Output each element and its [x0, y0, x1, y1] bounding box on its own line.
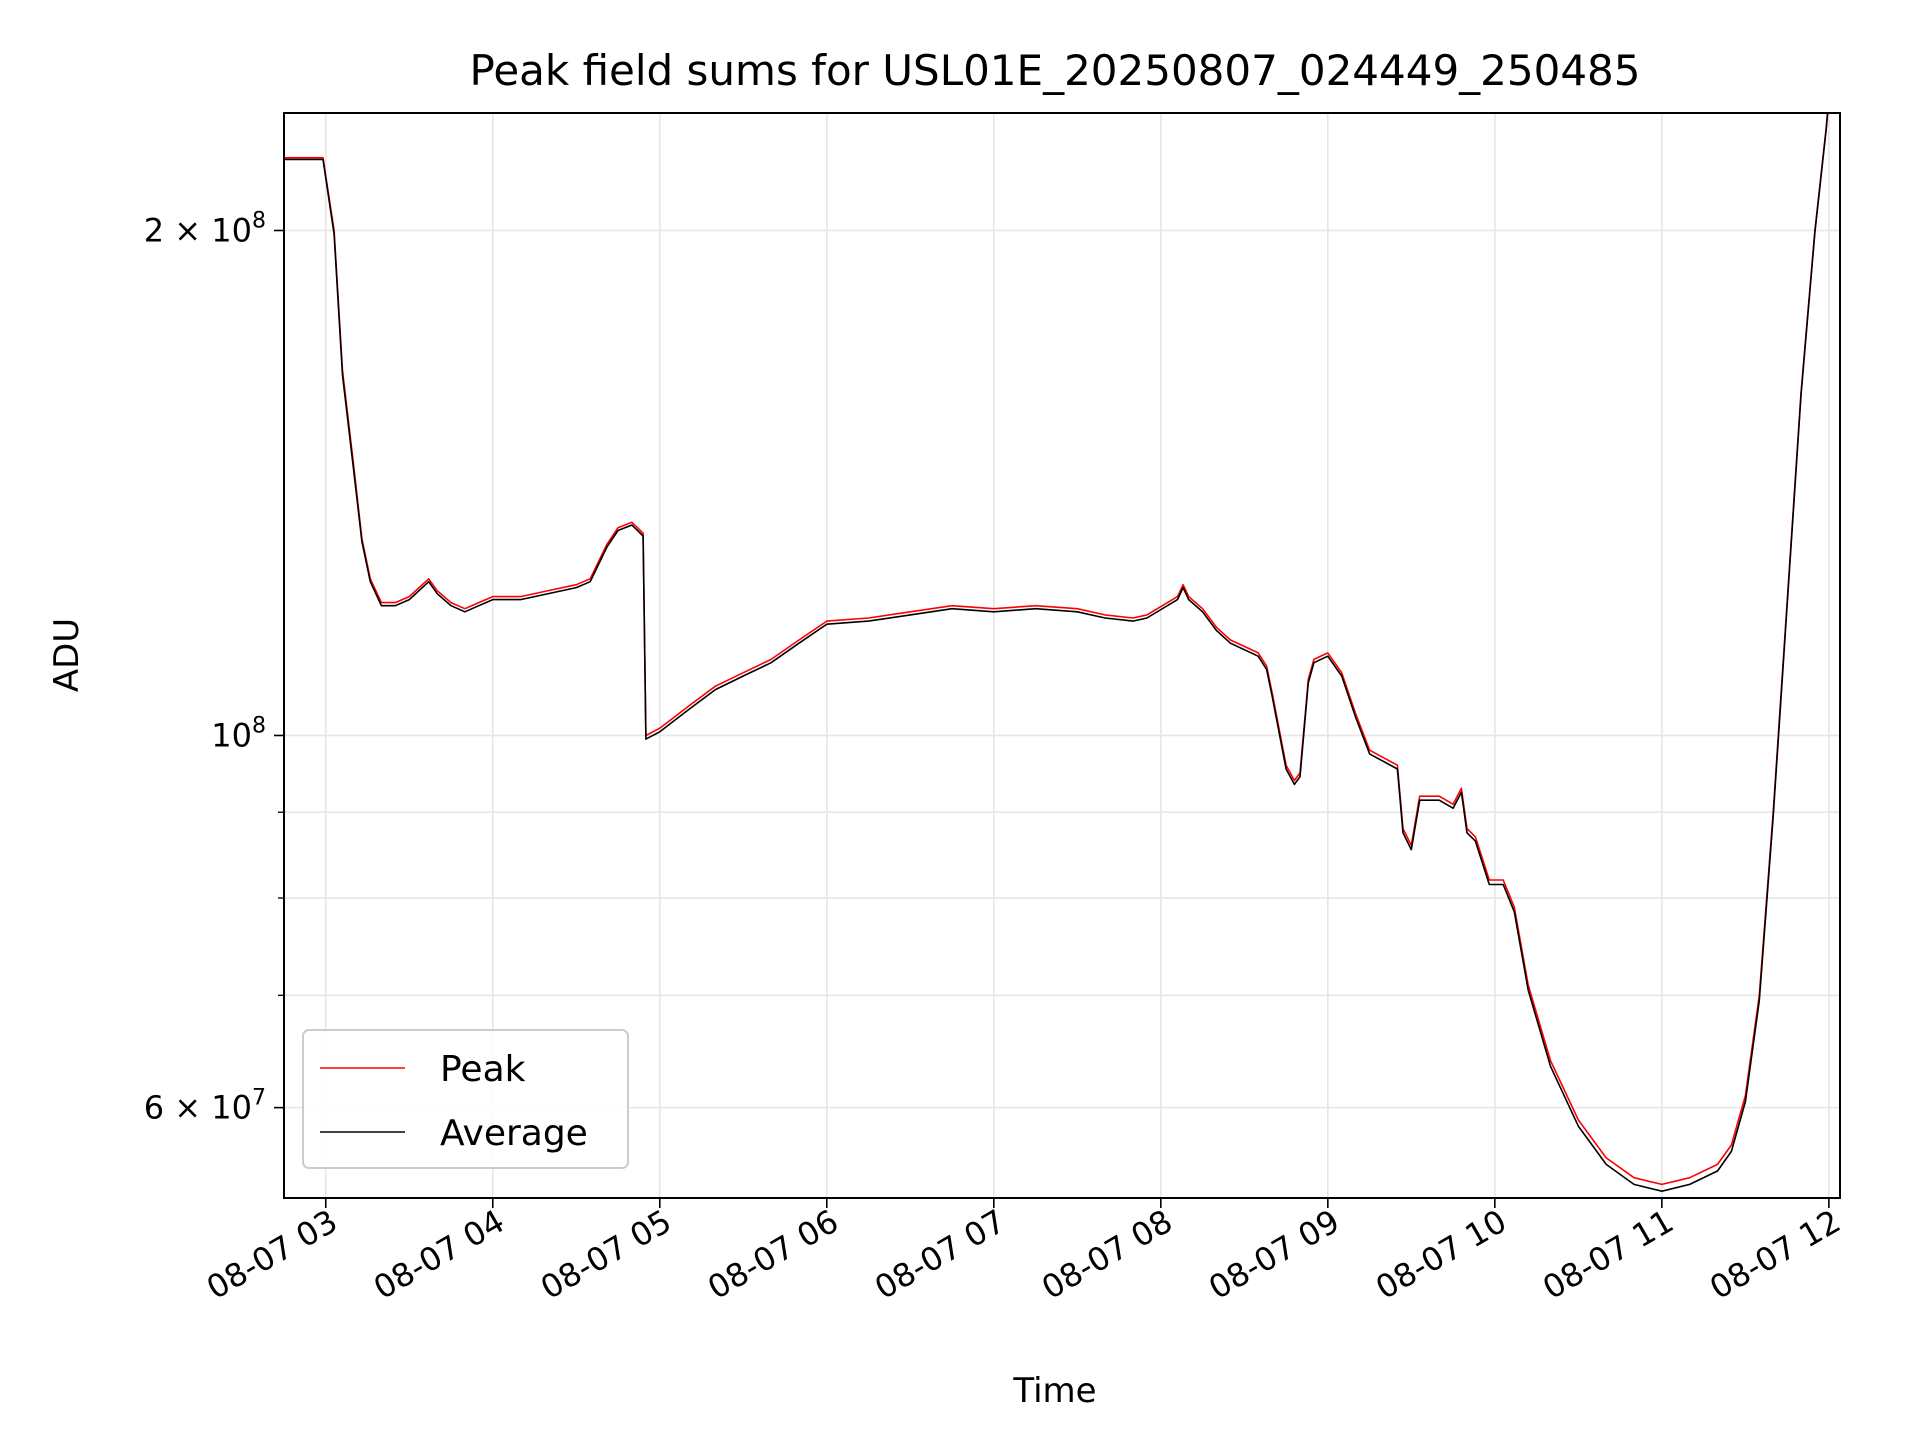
legend-label-peak: Peak [440, 1049, 526, 1090]
y-tick-base: 6 × 10 [144, 1089, 252, 1127]
series-line-peak [284, 113, 1829, 1186]
x-axis-label: Time [1012, 1371, 1096, 1411]
y-tick-label: 2 × 108 [144, 208, 266, 249]
x-tick-label: 08-07 03 [200, 1202, 344, 1307]
x-tick-label: 08-07 04 [367, 1202, 511, 1307]
x-axis: 08-07 03 08-07 04 08-07 05 08-07 06 08-07 07… [200, 1198, 1847, 1307]
y-tick-base: 2 × 10 [144, 211, 252, 249]
x-tick-label: 08-07 07 [868, 1202, 1012, 1307]
legend-label-average: Average [440, 1113, 588, 1154]
x-tick-label: 08-07 06 [701, 1202, 845, 1307]
series-line-average [284, 113, 1829, 1192]
x-tick-label: 08-07 09 [1202, 1202, 1346, 1307]
x-tick-label: 08-07 08 [1035, 1202, 1179, 1307]
plot-frame [283, 112, 1841, 1199]
y-axis-label: ADU [47, 618, 87, 692]
x-tick-label: 08-07 05 [534, 1202, 678, 1307]
x-tick-label: 08-07 11 [1536, 1202, 1680, 1307]
y-tick-exponent: 8 [252, 208, 266, 233]
y-tick-exponent: 7 [252, 1086, 266, 1111]
legend-box [302, 1029, 629, 1169]
y-tick-label: 108 [211, 713, 266, 754]
legend: Peak Average [302, 1029, 629, 1169]
y-tick-base: 10 [211, 716, 252, 754]
chart-title: Peak field sums for USL01E_20250807_0244… [469, 46, 1640, 95]
x-tick-label: 08-07 10 [1369, 1202, 1513, 1307]
y-tick-label: 6 × 107 [144, 1086, 266, 1127]
x-tick-label: 08-07 12 [1703, 1202, 1847, 1307]
y-tick-exponent: 8 [252, 713, 266, 738]
series-lines [284, 113, 1829, 1192]
